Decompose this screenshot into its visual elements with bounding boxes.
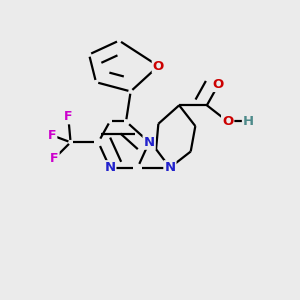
- Text: F: F: [50, 152, 59, 165]
- Text: O: O: [222, 115, 233, 128]
- Text: F: F: [48, 129, 56, 142]
- Text: N: N: [104, 161, 116, 174]
- Text: N: N: [164, 161, 175, 174]
- Text: O: O: [153, 59, 164, 73]
- Text: N: N: [144, 136, 155, 149]
- Text: H: H: [243, 115, 254, 128]
- Text: F: F: [64, 110, 73, 123]
- Text: O: O: [213, 78, 224, 91]
